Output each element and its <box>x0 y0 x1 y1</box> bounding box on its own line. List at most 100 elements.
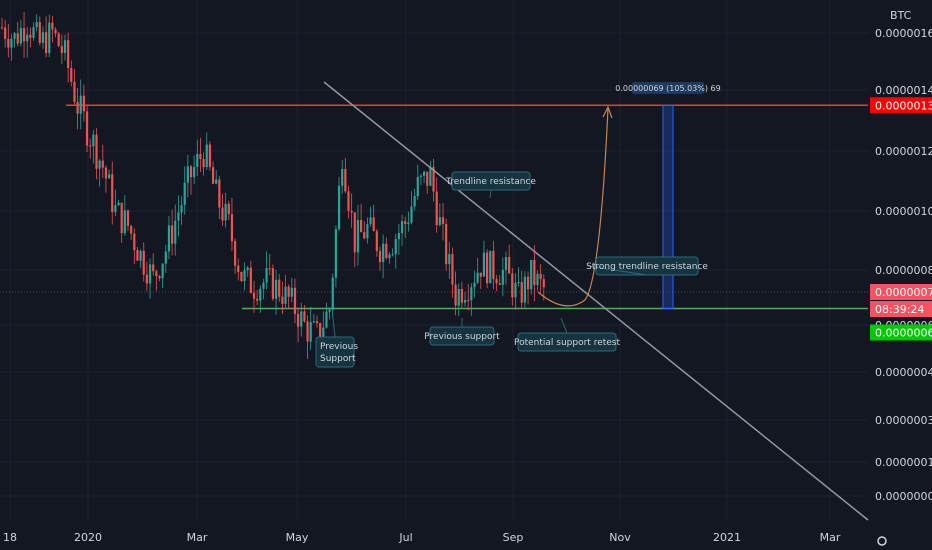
x-tick-label: Jul <box>398 531 412 544</box>
candle-body <box>89 145 92 147</box>
candle-body <box>394 239 397 255</box>
candle-body <box>287 286 290 297</box>
candle-body <box>319 323 322 340</box>
candle-body <box>536 273 539 286</box>
candle-body <box>262 282 265 289</box>
currency-label: BTC <box>890 9 912 22</box>
candle-body <box>334 229 337 278</box>
price-badge-text: 0.00000072 <box>875 286 932 299</box>
candle-body <box>60 46 63 54</box>
candle-body <box>16 33 19 44</box>
candle-body <box>445 224 448 265</box>
candle-body <box>375 231 378 251</box>
candle-body <box>51 22 54 30</box>
candle-body <box>397 233 400 240</box>
callout-pointer <box>332 317 336 338</box>
candle-body <box>183 182 186 206</box>
candle-body <box>495 279 498 284</box>
candle-body <box>249 267 252 293</box>
candle-body <box>142 250 145 275</box>
x-tick-label: Mar <box>820 531 841 544</box>
candle-body <box>293 287 297 314</box>
price-badge <box>870 284 932 300</box>
candle-body <box>158 276 161 279</box>
candle-body <box>95 134 98 169</box>
candle-body <box>237 265 240 273</box>
candle-body <box>322 327 325 340</box>
candle-body <box>139 250 142 261</box>
candle-body <box>284 286 287 304</box>
candle-body <box>148 264 152 284</box>
y-tick-label: 0.00000015 <box>875 456 932 469</box>
candle-body <box>29 34 32 38</box>
projection-curve <box>537 107 609 307</box>
candle-body <box>508 257 511 274</box>
candle-body <box>54 29 57 34</box>
candle-body <box>67 40 70 69</box>
candle-body <box>111 174 114 213</box>
candle-body <box>533 259 536 286</box>
candle-body <box>517 282 520 284</box>
candle-body <box>35 22 38 28</box>
candle-body <box>196 153 199 168</box>
x-tick-label: Sep <box>503 531 524 544</box>
candle-body <box>230 214 234 242</box>
candle-body <box>501 269 504 285</box>
candle-body <box>117 202 120 206</box>
candle-body <box>224 203 227 221</box>
candle-body <box>4 27 7 39</box>
callout-text: Potential support retest <box>514 338 620 348</box>
candle-body <box>463 300 467 303</box>
callout-text: Strong trendline resistance <box>586 262 708 272</box>
candle-body <box>227 203 230 215</box>
candle-body <box>202 159 205 168</box>
candle-body <box>530 259 533 290</box>
candle-body <box>467 300 470 302</box>
projection-arrowhead <box>602 105 613 119</box>
candle-body <box>240 272 243 282</box>
candle-body <box>366 224 369 239</box>
settings-gear-icon[interactable] <box>877 536 887 546</box>
price-badge-text: 0.00000066 <box>875 327 932 340</box>
candle-body <box>489 250 492 284</box>
candle-body <box>369 217 372 225</box>
candle-body <box>193 167 196 178</box>
candle-body <box>205 144 208 168</box>
candle-body <box>274 279 278 299</box>
candle-body <box>114 205 117 213</box>
candle-body <box>22 28 26 42</box>
candle-body <box>356 220 360 253</box>
candle-body <box>363 232 366 239</box>
candle-body <box>448 254 451 265</box>
candle-body <box>378 250 382 263</box>
candle-body <box>123 210 126 234</box>
candle-body <box>0 27 4 29</box>
candle-body <box>41 32 45 43</box>
x-tick-label: May <box>286 531 309 544</box>
candle-body <box>70 68 73 82</box>
candle-body <box>306 321 309 342</box>
candle-body <box>120 202 123 234</box>
x-tick-label: 2021 <box>713 531 741 544</box>
candle-body <box>350 210 353 213</box>
candle-body <box>92 134 95 147</box>
candle-body <box>167 225 171 252</box>
candle-body <box>268 268 271 270</box>
candle-body <box>470 287 473 301</box>
candle-body <box>353 212 356 253</box>
x-tick-label: 18 <box>3 531 17 544</box>
candle-body <box>180 205 183 213</box>
candle-body <box>161 263 164 279</box>
candle-body <box>281 296 284 304</box>
candle-body <box>460 289 463 303</box>
candle-body <box>32 27 35 38</box>
callout-pointer <box>587 265 648 276</box>
candle-body <box>19 28 22 44</box>
measure-label-bg <box>632 82 704 94</box>
candle-body <box>98 160 101 169</box>
y-tick-label: 0.00000003 <box>875 490 932 503</box>
